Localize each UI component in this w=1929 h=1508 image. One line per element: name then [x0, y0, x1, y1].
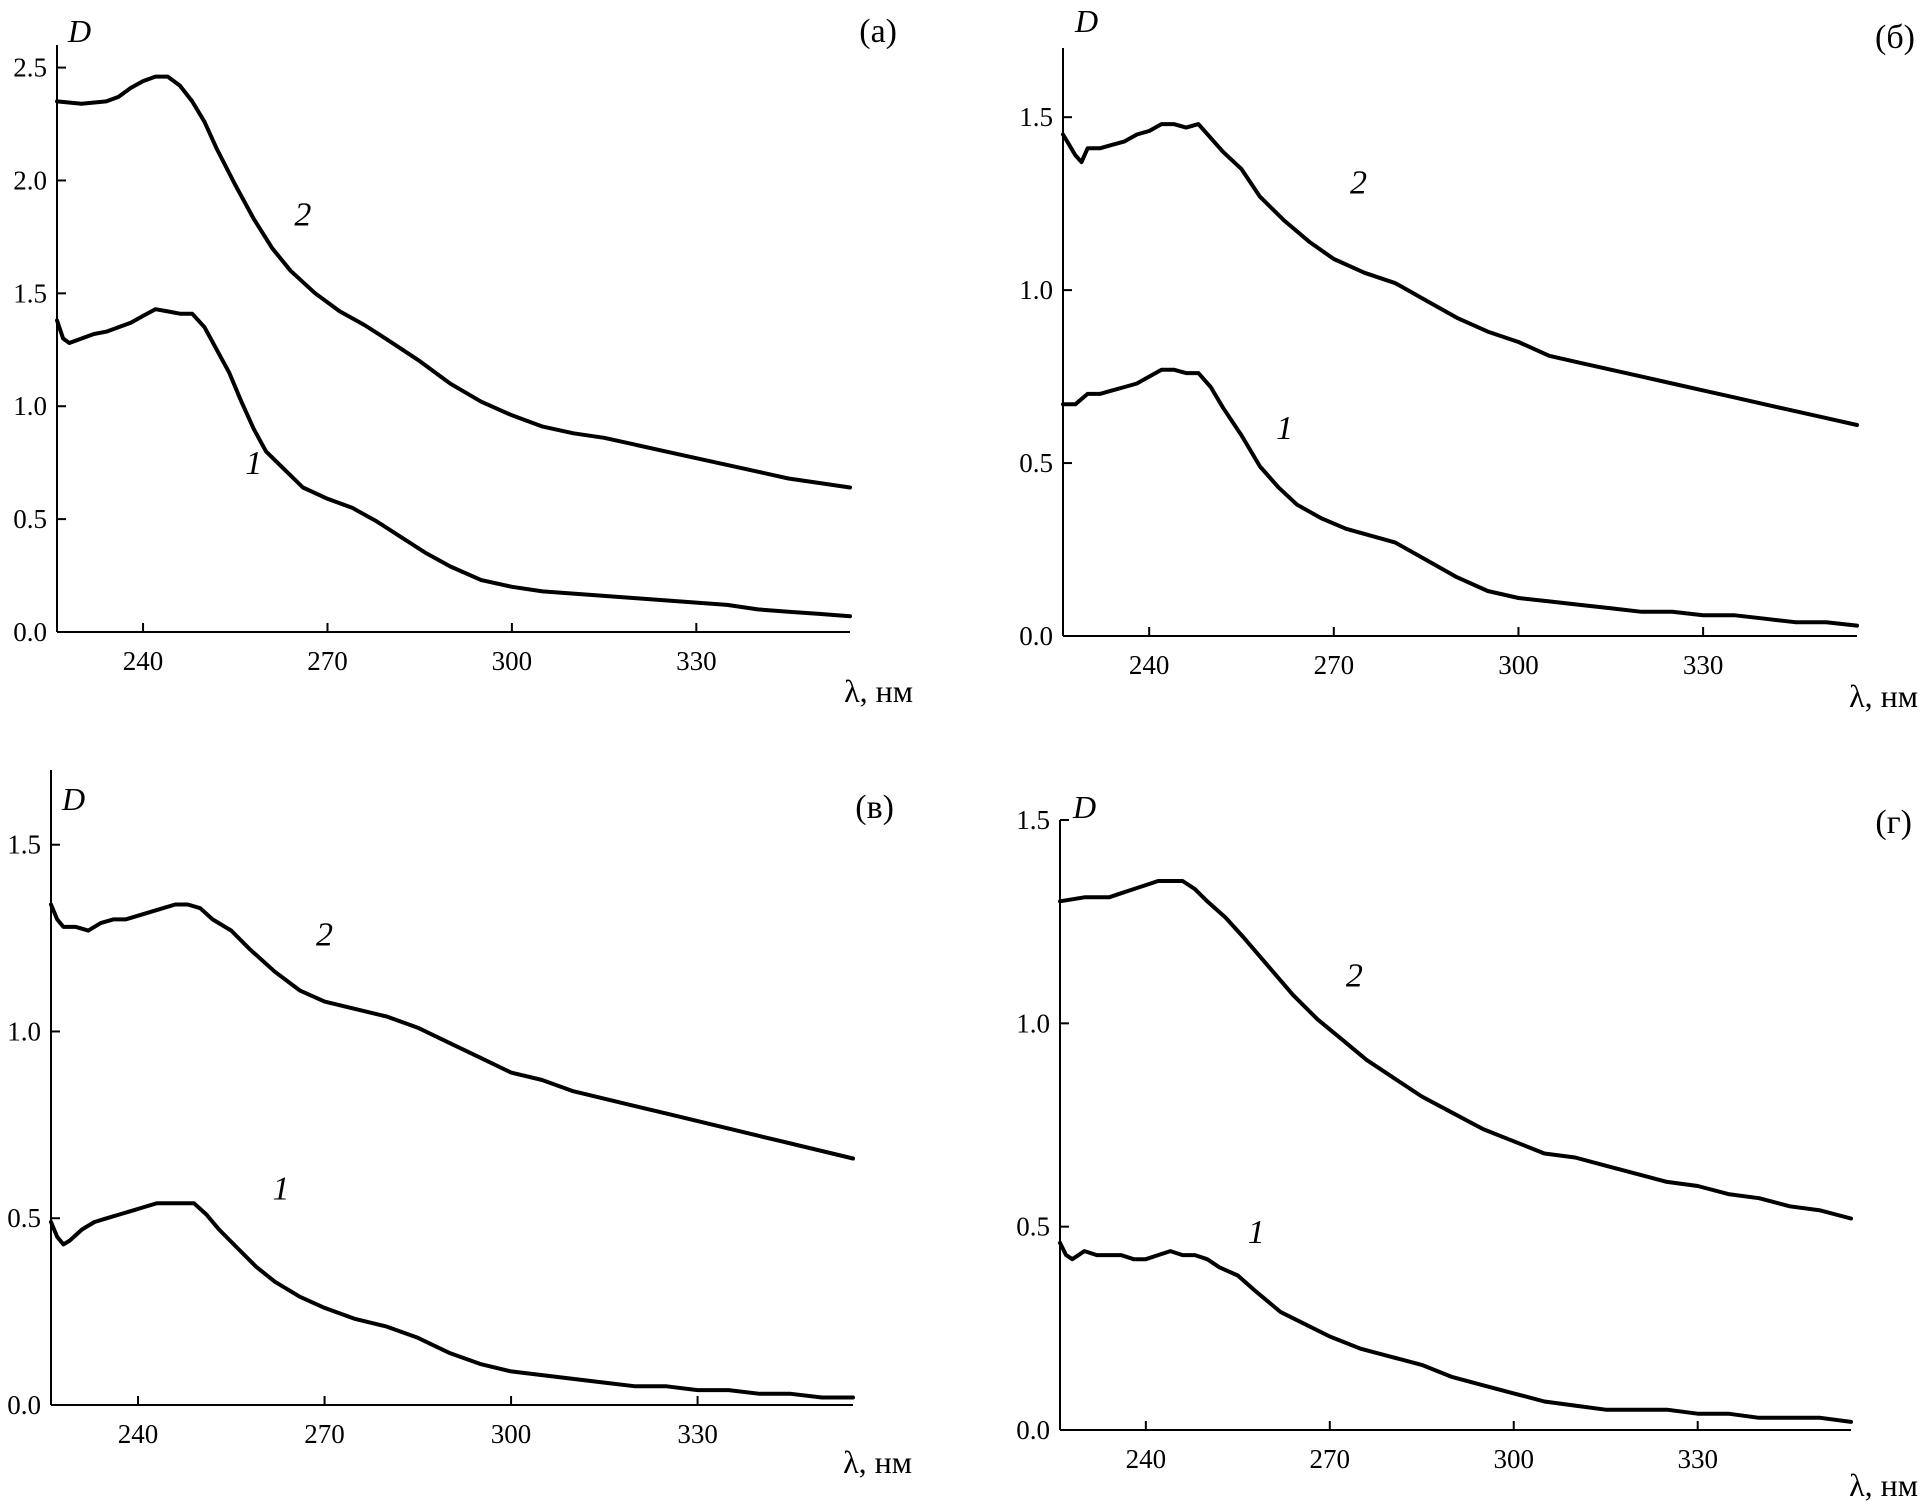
- x-tick-label-b: 240: [1129, 650, 1170, 680]
- panel-a: 240 270 300 330 0.0 0.5 1.0 1.5 2.0 2.5 Dλ, нм (а) 1…: [13, 13, 913, 709]
- x-tick-label-a: 240: [123, 646, 164, 676]
- x-tick-label-b: 330: [1683, 650, 1724, 680]
- y-axis-label-b: D: [1074, 3, 1098, 39]
- x-tick-label-v: 330: [677, 1419, 718, 1449]
- curve-label-1-b: 1: [1276, 410, 1293, 447]
- y-axis-label-a: D: [67, 13, 91, 49]
- curve-label-2-v: 2: [316, 917, 333, 954]
- curve-1-v: [49, 1201, 855, 1400]
- x-tick-label-b: 270: [1314, 650, 1355, 680]
- x-tick-label-a: 270: [307, 646, 348, 676]
- x-tick-label-v: 300: [491, 1419, 532, 1449]
- curve-label-2-a: 2: [294, 197, 311, 234]
- curve-label-1-v: 1: [273, 1171, 290, 1208]
- curve-2-v: [49, 902, 855, 1161]
- curve-2-g: [1058, 879, 1853, 1221]
- panel-label-v: (в): [855, 789, 894, 826]
- x-tick-label-g: 240: [1126, 1444, 1167, 1474]
- panel-v: 240 270 300 330 0.0 0.5 1.0 1.5 Dλ, нм (в) 1 2: [7, 770, 912, 1480]
- y-tick-label-b: 0.5: [1019, 448, 1053, 478]
- curve-2-a: [55, 74, 852, 490]
- panel-g: 240 270 300 330 0.0 0.5 1.0 1.5 Dλ, нм (г) 1 2: [1016, 789, 1918, 1503]
- y-tick-label-v: 0.5: [7, 1203, 41, 1233]
- y-tick-label-b: 1.5: [1019, 102, 1053, 132]
- x-tick-label-a: 330: [676, 646, 717, 676]
- curve-1-g: [1058, 1240, 1853, 1424]
- curve-label-2-b: 2: [1350, 164, 1367, 201]
- y-tick-label-b: 0.0: [1019, 621, 1053, 651]
- x-axis-label-g: λ, нм: [1849, 1467, 1918, 1503]
- y-tick-label-g: 0.0: [1016, 1415, 1050, 1445]
- panel-label-a: (а): [859, 13, 897, 50]
- curve-1-b: [1061, 367, 1859, 628]
- y-tick-label-v: 1.0: [7, 1016, 41, 1046]
- curve-label-2-g: 2: [1346, 958, 1363, 995]
- curve-1-a: [55, 307, 852, 619]
- y-axis-label-g: D: [1072, 789, 1096, 825]
- x-tick-label-b: 300: [1498, 650, 1539, 680]
- x-axis-label-b: λ, нм: [1849, 678, 1918, 714]
- y-tick-label-b: 1.0: [1019, 275, 1053, 305]
- y-tick-label-v: 1.5: [7, 830, 41, 860]
- curve-label-1-a: 1: [245, 445, 262, 482]
- x-tick-label-g: 330: [1677, 1444, 1718, 1474]
- y-tick-label-a: 1.5: [13, 278, 47, 308]
- x-tick-label-v: 240: [118, 1419, 159, 1449]
- y-axis-label-v: D: [61, 781, 85, 817]
- x-tick-label-a: 300: [492, 646, 533, 676]
- y-tick-label-g: 1.5: [1016, 805, 1050, 835]
- y-tick-label-a: 2.0: [13, 165, 47, 195]
- x-axis-label-v: λ, нм: [843, 1444, 912, 1480]
- y-tick-label-v: 0.0: [7, 1390, 41, 1420]
- panel-label-g: (г): [1875, 804, 1912, 841]
- x-tick-label-v: 270: [304, 1419, 345, 1449]
- y-tick-label-g: 1.0: [1016, 1008, 1050, 1038]
- panel-b: 240 270 300 330 0.0 0.5 1.0 1.5 Dλ, нм (б) 1 2: [1019, 3, 1918, 714]
- curve-label-1-g: 1: [1248, 1214, 1265, 1251]
- x-axis-label-a: λ, нм: [844, 673, 913, 709]
- y-tick-label-a: 2.5: [13, 53, 47, 83]
- curve-2-b: [1061, 122, 1859, 427]
- y-tick-label-a: 0.5: [13, 504, 47, 534]
- y-tick-label-a: 1.0: [13, 391, 47, 421]
- x-tick-label-g: 270: [1310, 1444, 1351, 1474]
- panel-label-b: (б): [1875, 19, 1915, 56]
- x-tick-label-g: 300: [1494, 1444, 1535, 1474]
- y-tick-label-g: 0.5: [1016, 1212, 1050, 1242]
- y-tick-label-a: 0.0: [13, 617, 47, 647]
